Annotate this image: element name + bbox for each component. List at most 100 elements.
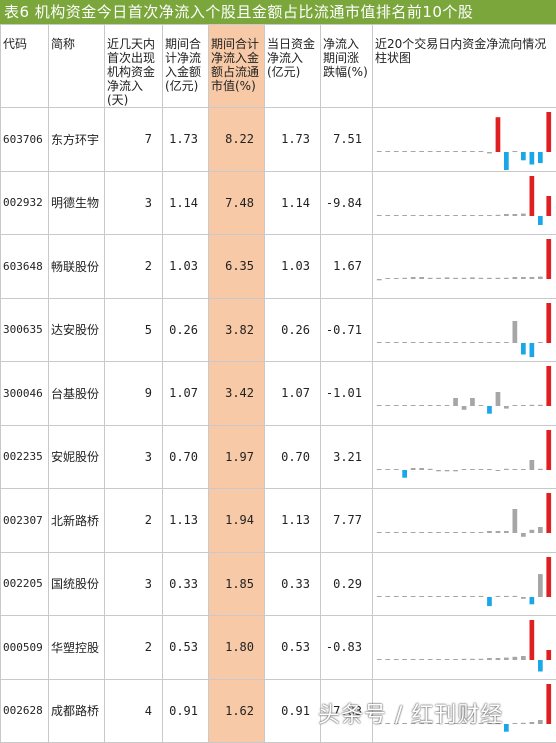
flow-bar-svg (373, 553, 555, 615)
days-cell: 2 (105, 489, 163, 553)
code-cell: 300635 (1, 298, 49, 362)
flow-bar (377, 405, 382, 406)
ratio-cell: 1.85 (209, 552, 265, 616)
days-cell: 3 (105, 425, 163, 489)
today-cell: 1.73 (265, 108, 321, 172)
flow-bar (453, 596, 458, 597)
flow-bar (479, 151, 484, 152)
total-cell: 1.73 (163, 108, 209, 172)
ratio-cell: 1.94 (209, 489, 265, 553)
flow-bar (496, 278, 501, 279)
flow-bar (394, 405, 399, 406)
today-cell: 1.14 (265, 171, 321, 235)
flow-bar (479, 215, 484, 216)
flow-bar (470, 278, 475, 280)
flow-bar (436, 596, 441, 597)
flow-bar-chart (373, 489, 556, 553)
flow-bar (487, 152, 492, 153)
ratio-cell: 6.35 (209, 235, 265, 299)
flow-bar (419, 342, 424, 343)
flow-bar (546, 557, 551, 597)
flow-bar-chart (373, 108, 556, 172)
flow-bar (496, 392, 501, 406)
flow-bar (428, 342, 433, 343)
today-cell: 0.53 (265, 616, 321, 680)
flow-bar (538, 720, 543, 724)
flow-bar (521, 533, 526, 537)
flow-bar (436, 532, 441, 533)
flow-bar (436, 215, 441, 216)
flow-bar-chart (373, 171, 556, 235)
flow-bar (411, 151, 416, 152)
flow-bar (546, 196, 551, 216)
change-cell: 1.67 (321, 235, 373, 299)
flow-bar (377, 469, 382, 470)
flow-bar (530, 530, 535, 533)
flow-bar (436, 342, 441, 343)
flow-bar (436, 470, 441, 471)
flow-bar-svg (373, 235, 555, 297)
flow-bar (538, 469, 543, 470)
ratio-cell: 7.48 (209, 171, 265, 235)
today-cell: 0.33 (265, 552, 321, 616)
flow-bar (428, 151, 433, 152)
flow-bar-chart (373, 552, 556, 616)
name-cell: 北新路桥 (49, 489, 105, 553)
flow-bar (428, 659, 433, 660)
flow-bar (521, 343, 526, 355)
flow-bar (445, 470, 450, 471)
flow-bar (521, 469, 526, 470)
flow-bar (402, 532, 407, 533)
total-cell: 1.03 (163, 235, 209, 299)
code-cell: 603706 (1, 108, 49, 172)
flow-bar (479, 596, 484, 597)
code-cell: 300046 (1, 362, 49, 426)
today-cell: 0.26 (265, 298, 321, 362)
flow-bar (546, 650, 551, 660)
flow-bar (504, 214, 509, 216)
flow-bar (385, 405, 390, 406)
flow-bar (521, 597, 526, 599)
ratio-cell: 3.42 (209, 362, 265, 426)
flow-bar (504, 342, 509, 343)
header-ratio: 期间合计净流入金额占流通市值(%) (209, 25, 265, 108)
flow-bar (419, 215, 424, 216)
flow-bar (428, 215, 433, 216)
flow-bar (394, 342, 399, 343)
flow-bar (394, 532, 399, 533)
flow-bar-svg (373, 108, 555, 170)
flow-bar (470, 469, 475, 470)
flow-bar-chart (373, 425, 556, 489)
flow-bar (496, 117, 501, 152)
flow-bar (394, 278, 399, 279)
flow-bar (377, 342, 382, 343)
total-cell: 0.91 (163, 679, 209, 743)
flow-bar-svg (373, 489, 555, 551)
flow-bar (436, 405, 441, 406)
flow-bar (521, 723, 526, 724)
flow-bar (530, 176, 535, 216)
change-cell: 7.51 (321, 108, 373, 172)
flow-bar (445, 151, 450, 152)
flow-bar (411, 659, 416, 660)
flow-bar (462, 406, 467, 410)
total-cell: 0.70 (163, 425, 209, 489)
flow-bar-svg (373, 172, 555, 234)
flow-bar (402, 342, 407, 343)
data-table: 代码 简称 近几天内首次出现机构资金净流入(天) 期间合计净流入金额(亿元) 期… (0, 24, 556, 743)
flow-bar (487, 342, 492, 343)
flow-bar (504, 596, 509, 597)
ratio-cell: 1.97 (209, 425, 265, 489)
flow-bar (411, 215, 416, 216)
days-cell: 3 (105, 552, 163, 616)
flow-bar (462, 278, 467, 279)
change-cell: -9.84 (321, 171, 373, 235)
flow-bar (385, 469, 390, 470)
header-days: 近几天内首次出现机构资金净流入(天) (105, 25, 163, 108)
flow-bar (385, 215, 390, 216)
flow-bar (546, 684, 551, 724)
